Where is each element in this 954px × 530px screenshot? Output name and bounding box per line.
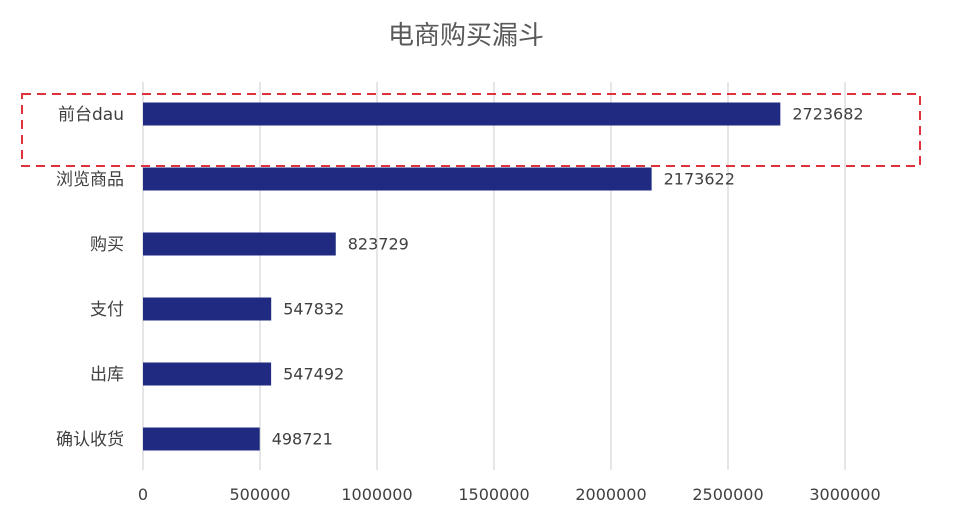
category-label: 出库	[90, 365, 124, 385]
bar	[143, 427, 260, 451]
bar	[143, 362, 272, 386]
x-tick-label: 1500000	[458, 485, 529, 504]
bar	[143, 232, 336, 256]
x-tick-label: 2000000	[575, 485, 646, 504]
value-label: 2723682	[792, 105, 863, 124]
chart-title: 电商购买漏斗	[388, 21, 544, 51]
bar	[143, 102, 781, 126]
gridlines	[142, 82, 846, 470]
value-label: 498721	[272, 430, 333, 449]
category-label: 浏览商品	[56, 170, 124, 190]
highlight-box	[21, 93, 921, 167]
value-label: 547492	[283, 365, 344, 384]
category-label: 确认收货	[56, 430, 124, 450]
x-axis-ticks: 0 500000 1000000 1500000 2000000 2500000 30000…	[138, 485, 881, 504]
value-label: 2173622	[664, 170, 735, 189]
value-label: 547832	[283, 300, 344, 319]
labels: 前台dau 2723682 浏览商品 2173622 购买 823729 支付 547832 出…	[56, 105, 864, 451]
x-tick-label: 0	[138, 485, 148, 504]
x-tick-label: 3000000	[809, 485, 880, 504]
x-tick-label: 1000000	[341, 485, 412, 504]
x-tick-label: 2500000	[692, 485, 763, 504]
x-tick-label: 500000	[229, 485, 290, 504]
bar	[143, 167, 652, 191]
bar	[143, 297, 272, 321]
value-label: 823729	[348, 235, 409, 254]
bars	[143, 102, 781, 451]
category-label: 前台dau	[58, 105, 124, 125]
category-label: 支付	[90, 300, 124, 320]
category-label: 购买	[90, 235, 124, 255]
